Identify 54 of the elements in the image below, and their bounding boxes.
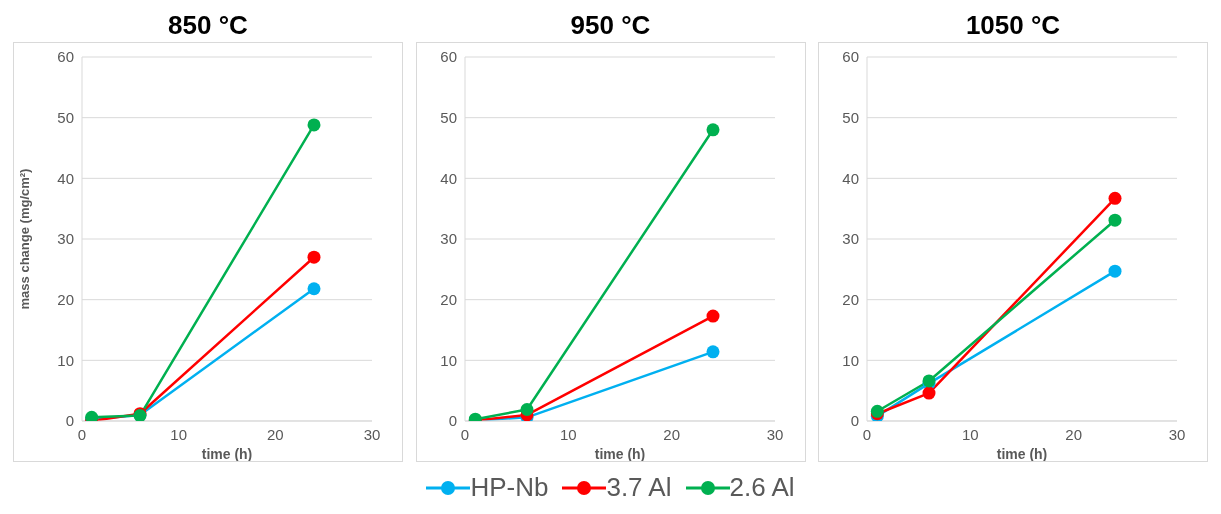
x-tick-label: 20 (266, 425, 284, 443)
y-tick-label: 20 (842, 290, 859, 308)
point (706, 309, 719, 323)
point (520, 402, 533, 416)
y-tick-label: 30 (439, 230, 457, 248)
y-tick-label: 40 (57, 169, 74, 187)
y-tick-label: 0 (65, 412, 74, 430)
point (706, 345, 719, 359)
x-tick-label: 10 (170, 425, 188, 443)
point (307, 250, 321, 264)
y-tick-label: 60 (57, 48, 74, 66)
y-tick-label: 60 (439, 48, 457, 66)
x-tick-label: 20 (662, 425, 680, 443)
x-tick-label: 0 (77, 425, 87, 443)
x-tick-label: 0 (460, 425, 469, 443)
y-tick-label: 0 (448, 412, 457, 430)
y-tick-label: 10 (439, 351, 457, 369)
y-tick-label: 20 (57, 290, 74, 308)
y-tick-label: 40 (439, 169, 457, 187)
point (706, 123, 719, 137)
legend-label: 3.7 Al (606, 472, 672, 503)
legend-label: HP-Nb (470, 472, 549, 503)
y-tick-label: 50 (439, 108, 457, 126)
x-tick-label: 0 (862, 425, 872, 443)
x-tick-label: 30 (363, 425, 381, 443)
y-axis-title: mass change (mg/cm²) (16, 168, 32, 310)
x-axis-title: time (h) (201, 446, 253, 462)
y-tick-label: 20 (439, 290, 457, 308)
y-tick-label: 60 (842, 48, 859, 66)
x-axis-title: time (h) (996, 446, 1048, 462)
point (1108, 191, 1122, 205)
x-tick-label: 30 (766, 425, 783, 443)
y-tick-label: 50 (57, 108, 74, 126)
chart-title: 850 °C (168, 9, 248, 42)
x-tick-label: 10 (961, 425, 979, 443)
y-tick-label: 50 (842, 108, 859, 126)
point (1108, 213, 1122, 227)
point (922, 386, 936, 400)
y-tick-label: 0 (850, 412, 859, 430)
point (307, 118, 321, 132)
y-tick-label: 30 (842, 230, 859, 248)
chart-title: 950 °C (570, 9, 651, 42)
point (1108, 264, 1122, 278)
chart-title: 1050 °C (965, 9, 1061, 42)
x-tick-label: 30 (1168, 425, 1186, 443)
x-tick-label: 20 (1065, 425, 1083, 443)
y-tick-label: 10 (842, 351, 859, 369)
x-tick-label: 10 (559, 425, 577, 443)
y-tick-label: 10 (57, 351, 74, 369)
legend-label: 2.6 Al (729, 472, 795, 503)
point (307, 282, 321, 296)
y-tick-label: 30 (57, 230, 74, 248)
y-tick-label: 40 (842, 169, 859, 187)
x-axis-title: time (h) (594, 446, 645, 462)
